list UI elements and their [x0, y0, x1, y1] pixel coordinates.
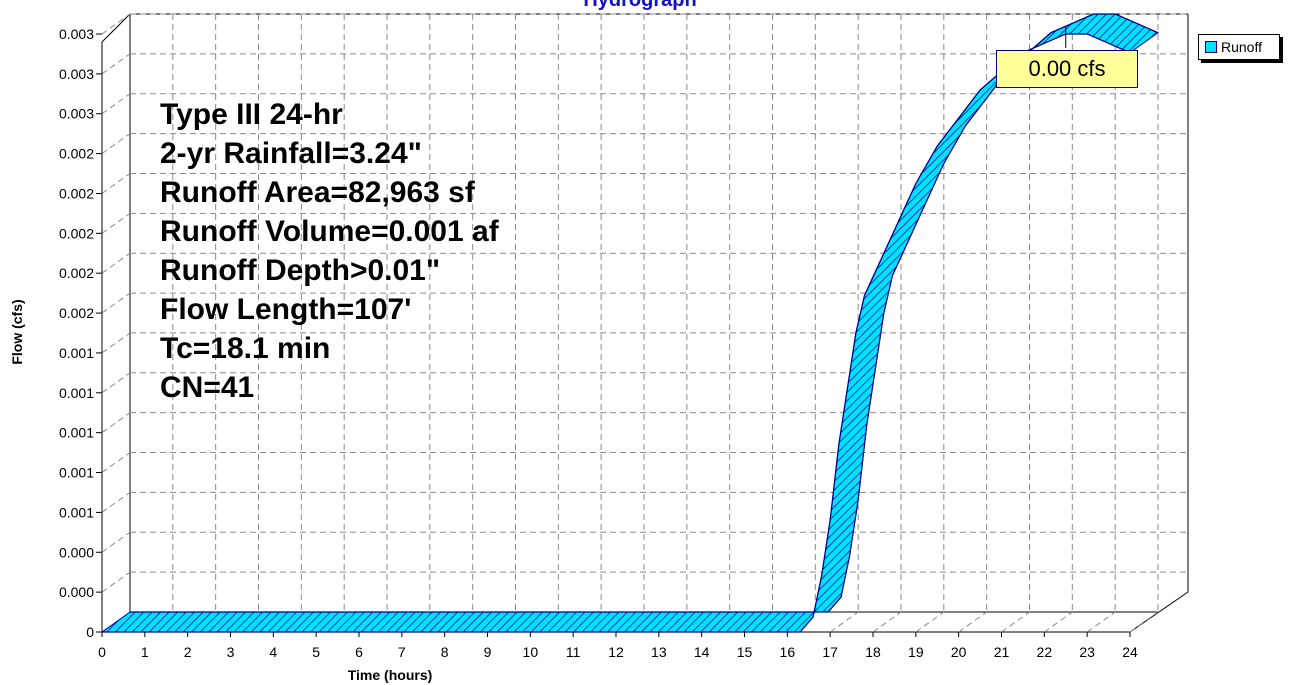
left-top-depth: [101, 13, 131, 43]
y-tick-label: 0.002: [59, 265, 94, 281]
annotation-line: Runoff Area=82,963 sf: [160, 176, 476, 209]
x-tick-label: 3: [227, 644, 235, 660]
parameter-annotations: Type III 24-hr 2-yr Rainfall=3.24" Runoff …: [160, 98, 500, 404]
y-tick-label: 0.003: [59, 66, 94, 82]
annotation-line: Type III 24-hr: [160, 98, 343, 131]
y-tick-label: 0.002: [59, 146, 94, 162]
y-tick-label: 0.002: [59, 305, 94, 321]
y-tick-label: 0.001: [59, 345, 94, 361]
grid-line-floor: [1129, 611, 1159, 633]
grid-line-floor: [1086, 611, 1116, 633]
grid-line-depth: [101, 571, 131, 593]
grid-line-floor: [958, 611, 987, 633]
grid-line-depth: [101, 332, 131, 354]
x-tick-label: 21: [994, 644, 1010, 660]
x-tick-label: 5: [312, 644, 320, 660]
grid-line-depth: [101, 212, 131, 234]
x-tick-label: 18: [865, 644, 881, 660]
x-tick-label: 1: [141, 644, 149, 660]
x-tick-label: 24: [1122, 644, 1138, 660]
x-tick-label: 23: [1079, 644, 1095, 660]
x-tick-label: 0: [98, 644, 106, 660]
annotation-line: Runoff Depth>0.01": [160, 254, 440, 287]
runoff-back-edge: [130, 13, 1159, 613]
x-tick-label: 2: [184, 644, 192, 660]
runoff-front-edge: [102, 33, 1131, 633]
annotation-line: 2-yr Rainfall=3.24": [160, 137, 422, 170]
x-tick-label: 20: [951, 644, 967, 660]
x-tick-label: 10: [523, 644, 539, 660]
grid-line-depth: [101, 173, 131, 194]
grid-line-floor: [872, 611, 902, 633]
legend-swatch-runoff: [1205, 41, 1217, 53]
y-tick-label: 0.001: [59, 385, 94, 401]
x-axis-ticks: 0 1 2 3 4 5 6 7 8 9 10 11 12 13 14 15 16 17 18 19 20 21 22 23 24: [98, 632, 1138, 660]
x-tick-label: 7: [398, 644, 406, 660]
y-tick-label: 0.001: [59, 465, 94, 481]
annotation-line: CN=41: [160, 371, 254, 404]
y-axis-ticks: 0 0.000 0.000 0.001 0.001 0.001 0.001 0.001 0.00…: [59, 26, 102, 640]
grid-line-depth: [101, 372, 131, 394]
peak-flow-label: 0.00 cfs: [996, 50, 1138, 88]
grid-line-depth: [101, 292, 131, 314]
x-tick-label: 13: [651, 644, 667, 660]
grid-line-floor: [915, 611, 945, 633]
legend: Runoff: [1198, 34, 1280, 60]
x-tick-label: 4: [269, 644, 277, 660]
x-tick-label: 6: [355, 644, 363, 660]
chart-title: Hydrograph: [583, 0, 696, 11]
x-tick-label: 9: [484, 644, 492, 660]
y-tick-label: 0: [86, 624, 94, 640]
runoff-series: [100, 13, 1160, 633]
legend-label-runoff: Runoff: [1221, 39, 1262, 55]
x-tick-label: 19: [908, 644, 924, 660]
grid-line-depth: [101, 53, 131, 75]
grid-line-depth: [101, 13, 131, 35]
annotation-line: Runoff Volume=0.001 af: [160, 215, 500, 248]
x-tick-label: 15: [737, 644, 753, 660]
y-tick-label: 0.003: [59, 26, 94, 42]
x-tick-label: 14: [694, 644, 710, 660]
grid-line-depth: [101, 491, 131, 513]
grid-line-depth: [101, 531, 131, 553]
annotation-line: Tc=18.1 min: [160, 332, 330, 365]
y-tick-label: 0.001: [59, 504, 94, 520]
y-tick-label: 0.000: [59, 544, 94, 560]
annotation-line: Flow Length=107': [160, 293, 411, 326]
y-tick-label: 0.002: [59, 225, 94, 241]
x-tick-label: 16: [780, 644, 796, 660]
y-tick-label: 0.003: [59, 106, 94, 122]
y-tick-label: 0.000: [59, 584, 94, 600]
y-tick-label: 0.001: [59, 425, 94, 441]
x-tick-label: 12: [608, 644, 624, 660]
x-tick-label: 22: [1037, 644, 1053, 660]
x-axis-title: Time (hours): [348, 667, 433, 683]
grid-line-depth: [101, 133, 131, 155]
grid-line-depth: [101, 252, 131, 274]
x-tick-label: 11: [566, 644, 581, 660]
x-tick-label: 8: [441, 644, 449, 660]
grid-line-depth: [101, 452, 131, 473]
grid-line-depth: [101, 412, 131, 434]
grid-line-floor: [1001, 611, 1030, 633]
y-tick-label: 0.002: [59, 185, 94, 201]
x-tick-label: 17: [822, 644, 838, 660]
grid-line-depth: [101, 93, 131, 115]
grid-line-floor: [829, 611, 859, 633]
grid-line-floor: [1044, 611, 1073, 633]
y-axis-title: Flow (cfs): [9, 299, 25, 364]
